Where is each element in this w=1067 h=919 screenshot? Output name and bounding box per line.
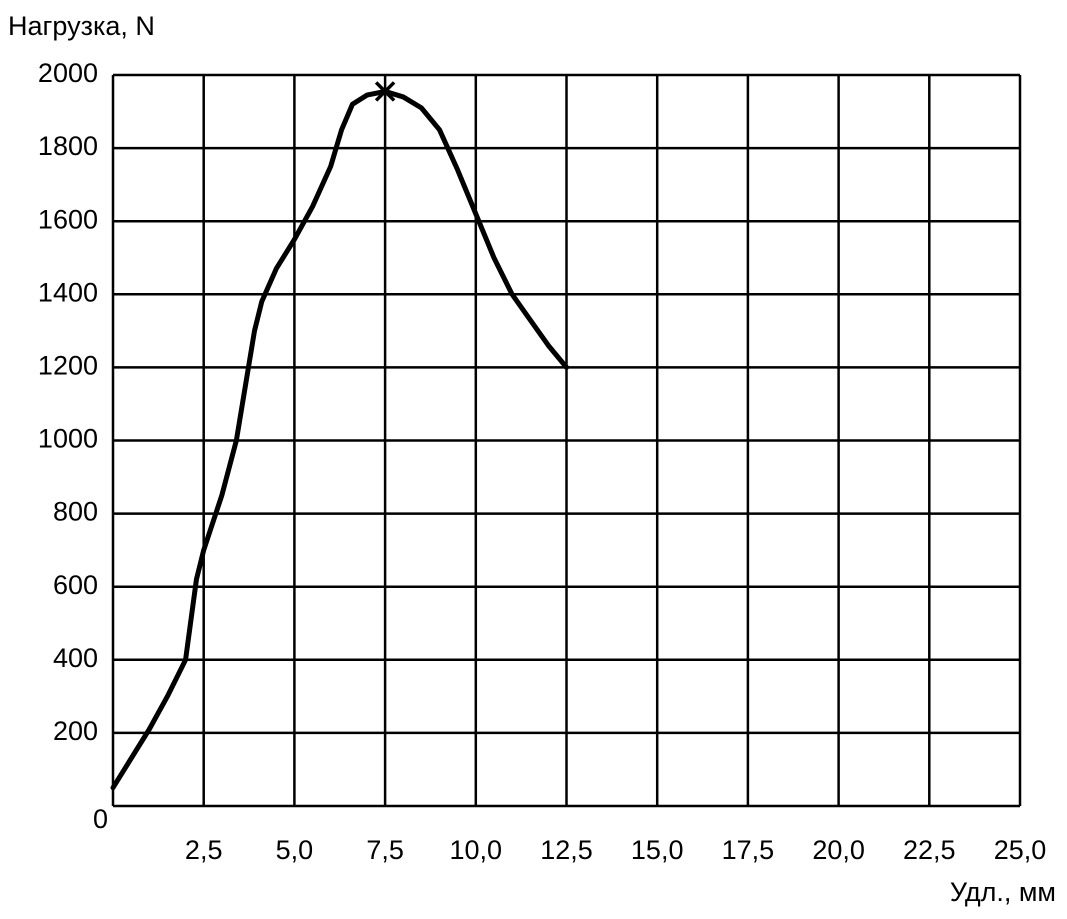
y-tick-label: 1000 [38,424,98,454]
x-tick-label: 22,5 [903,835,956,865]
x-tick-label: 25,0 [994,835,1047,865]
x-tick-label: 15,0 [631,835,684,865]
y-tick-label: 400 [53,643,98,673]
y-tick-label: 200 [53,716,98,746]
peak-marker [374,81,396,102]
y-tick-label: 2000 [38,58,98,88]
x-tick-label: 17,5 [722,835,775,865]
x-tick-label: 10,0 [450,835,503,865]
x-tick-label: 12,5 [540,835,593,865]
y-tick-label: 1800 [38,131,98,161]
y-tick-label: 1400 [38,277,98,307]
y-axis-label: Нагрузка, N [8,11,155,41]
y-tick-label: 1200 [38,351,98,381]
y-tick-label: 0 [93,804,108,834]
x-tick-label: 7,5 [366,835,404,865]
y-tick-label: 600 [53,570,98,600]
x-tick-label: 5,0 [276,835,314,865]
x-tick-label: 2,5 [185,835,223,865]
x-tick-label: 20,0 [812,835,865,865]
line-series [110,88,569,791]
y-tick-label: 800 [53,497,98,527]
y-tick-label: 1600 [38,204,98,234]
x-axis-label: Удл., мм [950,877,1056,907]
